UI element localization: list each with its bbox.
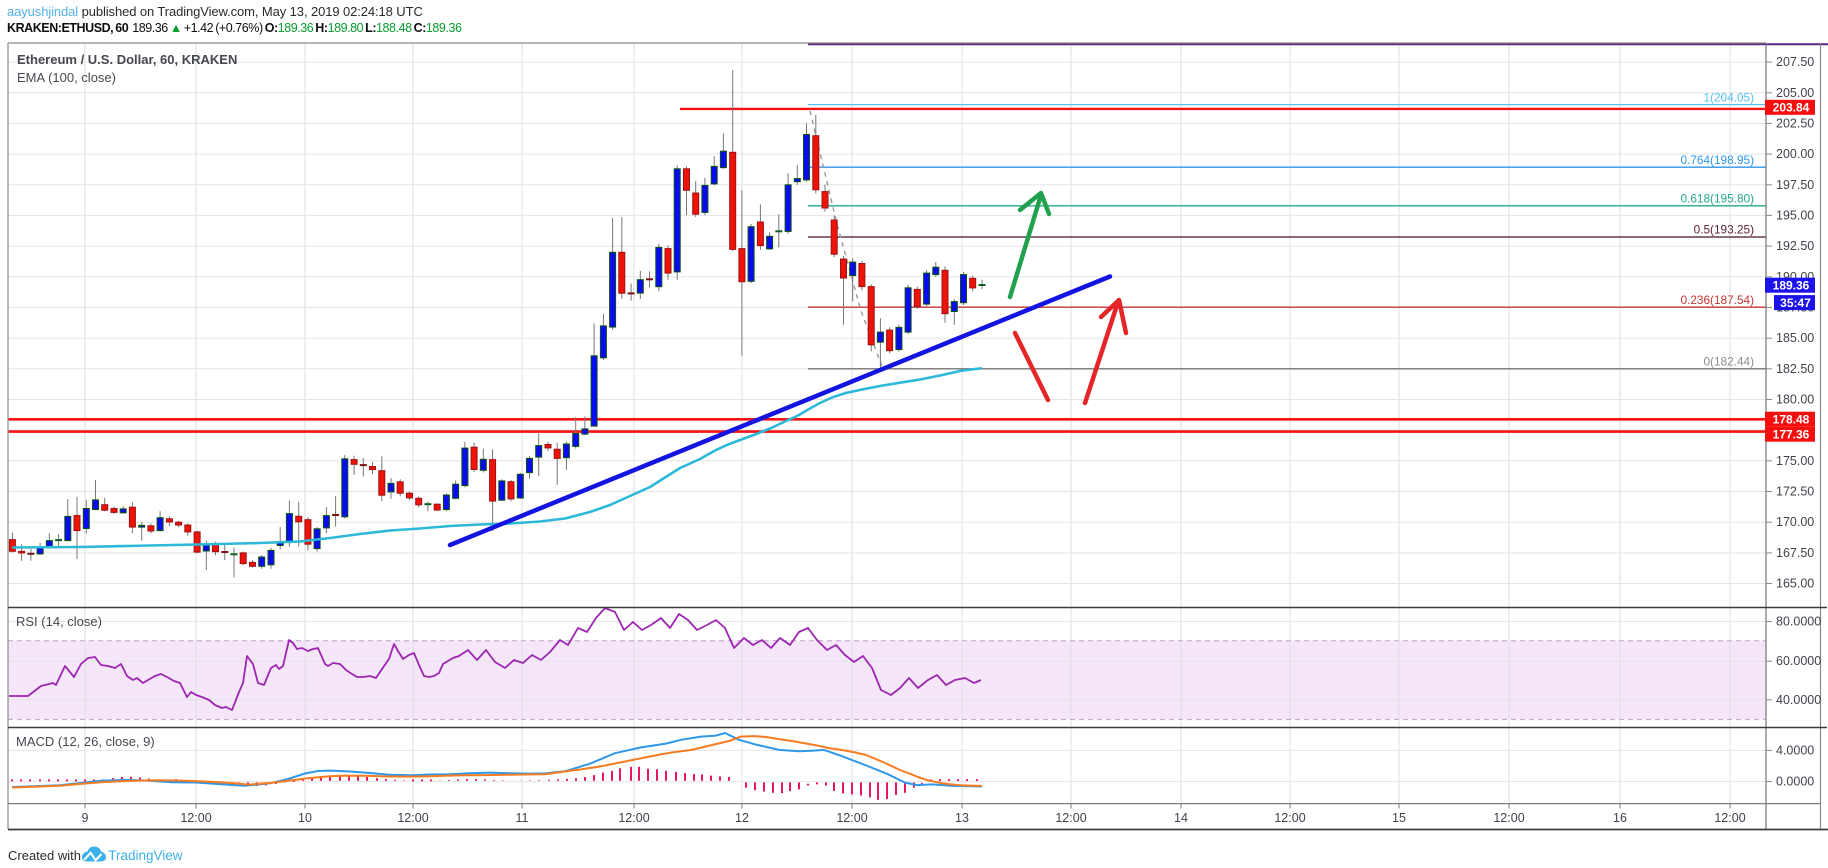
svg-text:15: 15 — [1392, 811, 1406, 825]
svg-text:178.48: 178.48 — [1773, 412, 1810, 426]
svg-text:12:00: 12:00 — [1714, 811, 1745, 825]
svg-text:12:00: 12:00 — [1274, 811, 1305, 825]
svg-text:0.764(198.95): 0.764(198.95) — [1681, 153, 1755, 167]
svg-text:12:00: 12:00 — [397, 811, 428, 825]
svg-text:12:00: 12:00 — [1055, 811, 1086, 825]
svg-text:11: 11 — [516, 811, 529, 825]
svg-text:203.84: 203.84 — [1773, 101, 1810, 115]
svg-text:40.0000: 40.0000 — [1776, 693, 1821, 707]
svg-text:202.50: 202.50 — [1776, 116, 1814, 130]
svg-text:182.50: 182.50 — [1776, 362, 1814, 376]
svg-text:80.0000: 80.0000 — [1776, 615, 1821, 629]
svg-text:170.00: 170.00 — [1776, 515, 1814, 529]
svg-text:12:00: 12:00 — [180, 811, 211, 825]
svg-text:4.0000: 4.0000 — [1776, 743, 1814, 757]
svg-text:12:00: 12:00 — [618, 811, 649, 825]
svg-text:60.0000: 60.0000 — [1776, 654, 1821, 668]
svg-text:0.236(187.54): 0.236(187.54) — [1681, 293, 1755, 307]
svg-text:35:47: 35:47 — [1780, 296, 1811, 310]
svg-text:9: 9 — [82, 811, 89, 825]
svg-text:185.00: 185.00 — [1776, 331, 1814, 345]
svg-text:205.00: 205.00 — [1776, 86, 1814, 100]
svg-text:1(204.05): 1(204.05) — [1704, 91, 1755, 105]
svg-text:12:00: 12:00 — [836, 811, 867, 825]
svg-text:175.00: 175.00 — [1776, 454, 1814, 468]
svg-text:13: 13 — [955, 811, 969, 825]
svg-text:0.5(193.25): 0.5(193.25) — [1694, 223, 1754, 237]
svg-text:192.50: 192.50 — [1776, 239, 1814, 253]
svg-text:165.00: 165.00 — [1776, 577, 1814, 591]
svg-text:0(182.44): 0(182.44) — [1704, 354, 1755, 368]
svg-text:16: 16 — [1613, 811, 1627, 825]
svg-text:200.00: 200.00 — [1776, 147, 1814, 161]
svg-text:197.50: 197.50 — [1776, 178, 1814, 192]
svg-text:0.0000: 0.0000 — [1776, 775, 1814, 789]
svg-text:10: 10 — [298, 811, 312, 825]
svg-text:0.618(195.80): 0.618(195.80) — [1681, 191, 1755, 205]
svg-text:189.36: 189.36 — [1773, 278, 1810, 292]
svg-text:195.00: 195.00 — [1776, 208, 1814, 222]
svg-text:167.50: 167.50 — [1776, 546, 1814, 560]
svg-text:172.50: 172.50 — [1776, 485, 1814, 499]
svg-text:14: 14 — [1174, 811, 1188, 825]
svg-text:180.00: 180.00 — [1776, 393, 1814, 407]
svg-text:207.50: 207.50 — [1776, 55, 1814, 69]
svg-text:12:00: 12:00 — [1493, 811, 1524, 825]
svg-text:177.36: 177.36 — [1773, 427, 1810, 441]
svg-text:12: 12 — [735, 811, 749, 825]
